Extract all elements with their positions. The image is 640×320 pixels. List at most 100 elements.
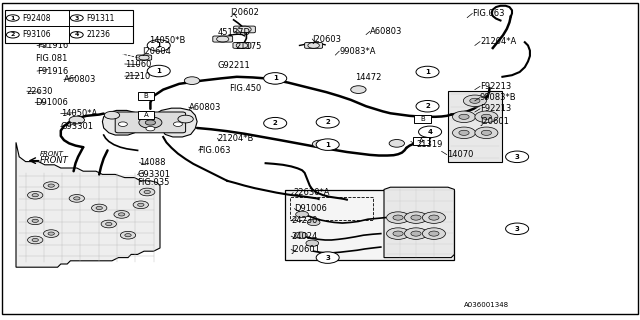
- Circle shape: [44, 230, 59, 237]
- Text: D91006: D91006: [35, 98, 68, 107]
- Circle shape: [452, 127, 476, 139]
- Text: 3: 3: [75, 15, 79, 20]
- Text: FIG.035: FIG.035: [138, 178, 170, 187]
- Text: 4: 4: [75, 32, 79, 37]
- Text: A60803: A60803: [189, 103, 221, 112]
- Text: B: B: [420, 116, 425, 122]
- Text: G92211: G92211: [218, 61, 250, 70]
- Circle shape: [422, 212, 445, 223]
- Text: 1: 1: [156, 43, 161, 48]
- Circle shape: [264, 117, 287, 129]
- Text: A60803: A60803: [64, 75, 97, 84]
- Text: 21236: 21236: [86, 30, 111, 39]
- FancyBboxPatch shape: [136, 55, 152, 60]
- Circle shape: [178, 115, 193, 123]
- Text: 3: 3: [515, 154, 520, 160]
- Text: 21319: 21319: [416, 140, 442, 149]
- Text: FIG.063: FIG.063: [198, 146, 231, 155]
- Text: B: B: [143, 93, 148, 99]
- Polygon shape: [384, 187, 454, 258]
- Text: 3: 3: [325, 255, 330, 260]
- Circle shape: [6, 15, 19, 21]
- Text: F91916: F91916: [37, 41, 68, 50]
- Circle shape: [28, 191, 43, 199]
- Circle shape: [316, 116, 339, 128]
- Text: A036001348: A036001348: [464, 302, 509, 308]
- Text: 14050*A: 14050*A: [61, 109, 97, 118]
- Circle shape: [32, 194, 38, 197]
- FancyBboxPatch shape: [138, 111, 154, 119]
- Text: 22630*A: 22630*A: [293, 188, 330, 197]
- Circle shape: [118, 213, 125, 216]
- Circle shape: [69, 195, 84, 202]
- Circle shape: [140, 188, 155, 196]
- Circle shape: [416, 100, 439, 112]
- Circle shape: [393, 215, 403, 220]
- Circle shape: [387, 212, 410, 223]
- Circle shape: [6, 32, 19, 38]
- Text: 2: 2: [425, 103, 430, 109]
- Circle shape: [264, 73, 287, 84]
- Text: 21204*B: 21204*B: [218, 134, 254, 143]
- Text: 14088: 14088: [140, 158, 166, 167]
- Text: 22630: 22630: [27, 87, 53, 96]
- Text: 11060: 11060: [125, 60, 151, 68]
- Circle shape: [146, 114, 155, 118]
- Circle shape: [316, 252, 339, 263]
- Circle shape: [307, 219, 320, 226]
- Circle shape: [44, 182, 59, 189]
- Circle shape: [506, 223, 529, 235]
- Text: 21175: 21175: [236, 42, 262, 51]
- Text: J20601: J20601: [480, 117, 509, 126]
- Circle shape: [70, 32, 83, 38]
- Text: FIG.450: FIG.450: [229, 84, 261, 92]
- Text: FRONT: FRONT: [40, 151, 63, 157]
- Text: 1: 1: [425, 69, 430, 75]
- Text: FIG.063: FIG.063: [472, 9, 505, 18]
- Circle shape: [173, 122, 182, 126]
- Text: 2: 2: [325, 119, 330, 125]
- Circle shape: [92, 204, 107, 212]
- FancyBboxPatch shape: [448, 91, 502, 162]
- Circle shape: [101, 220, 116, 228]
- Circle shape: [48, 232, 54, 235]
- Circle shape: [145, 120, 156, 125]
- Circle shape: [506, 151, 529, 163]
- Circle shape: [69, 116, 84, 124]
- Text: FRONT: FRONT: [40, 156, 68, 164]
- Text: G93301: G93301: [138, 170, 171, 179]
- Circle shape: [475, 111, 498, 123]
- Circle shape: [32, 238, 38, 242]
- Text: 14472: 14472: [355, 73, 381, 82]
- Text: 14050*B: 14050*B: [149, 36, 186, 45]
- Text: A: A: [143, 112, 148, 118]
- Circle shape: [411, 215, 421, 220]
- Text: F92213: F92213: [480, 104, 511, 113]
- Text: 99083*B: 99083*B: [480, 93, 516, 102]
- Text: F93106: F93106: [22, 30, 51, 39]
- Text: 24230: 24230: [291, 216, 317, 225]
- Text: 21210: 21210: [125, 72, 151, 81]
- Text: F91311: F91311: [86, 13, 115, 22]
- Circle shape: [351, 86, 366, 93]
- Circle shape: [144, 190, 150, 194]
- Text: 99083*C: 99083*C: [46, 29, 83, 38]
- Text: 1: 1: [273, 76, 278, 81]
- FancyBboxPatch shape: [285, 190, 454, 260]
- Text: 1: 1: [325, 142, 330, 148]
- Circle shape: [463, 95, 486, 107]
- Text: F92408: F92408: [22, 13, 51, 22]
- Circle shape: [28, 236, 43, 244]
- FancyBboxPatch shape: [138, 92, 154, 100]
- Text: 99083*A: 99083*A: [339, 47, 376, 56]
- Circle shape: [416, 66, 439, 78]
- Circle shape: [294, 232, 307, 238]
- Text: 2: 2: [11, 32, 15, 37]
- Circle shape: [120, 231, 136, 239]
- Circle shape: [422, 228, 445, 239]
- Circle shape: [139, 117, 162, 128]
- Text: 3: 3: [515, 226, 520, 232]
- Circle shape: [404, 212, 428, 223]
- FancyBboxPatch shape: [233, 43, 251, 48]
- Polygon shape: [102, 108, 197, 137]
